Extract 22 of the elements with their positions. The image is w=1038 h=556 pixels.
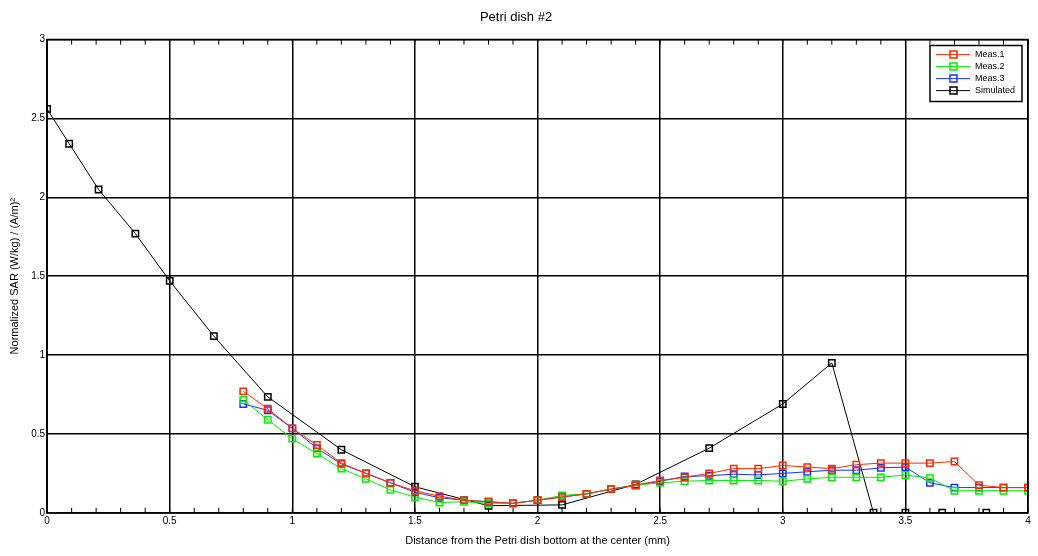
y-tick-label: 2.5 [31, 112, 46, 124]
y-tick-label: 1 [39, 348, 46, 360]
y-tick-label: 1.5 [31, 269, 46, 281]
y-axis-title: Normalized SAR (W/kg) / (A/m)² [7, 197, 20, 355]
x-axis-title: Distance from the Petri dish bottom at the center (mm) [405, 534, 670, 547]
x-tick-label: 2 [534, 514, 541, 526]
x-tick-label: 4 [1025, 514, 1032, 526]
legend-label: Meas.2 [974, 61, 1005, 72]
x-tick-label: 0.5 [162, 514, 178, 526]
x-tick-label: 3.5 [898, 514, 913, 526]
x-tick-label: 2.5 [653, 514, 668, 526]
y-tick-label: 0.5 [31, 427, 46, 439]
y-tick-label: 2 [39, 191, 46, 203]
y-tick-label: 3 [39, 33, 46, 45]
chart-title: Petri dish #2 [479, 9, 553, 25]
legend-label: Simulated [974, 85, 1016, 96]
x-tick-label: 1.5 [407, 514, 423, 526]
legend-label: Meas.3 [974, 73, 1005, 84]
x-tick-label: 1 [289, 514, 296, 526]
legend-label: Meas.1 [974, 49, 1005, 60]
x-tick-label: 3 [779, 514, 786, 526]
y-tick-label: 0 [39, 506, 46, 518]
